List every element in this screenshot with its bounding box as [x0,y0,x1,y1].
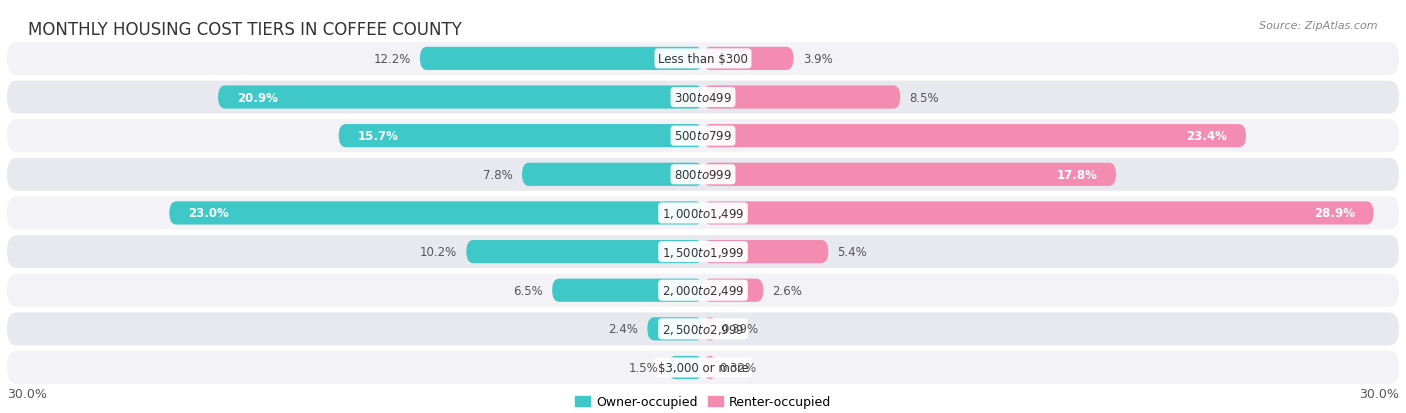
FancyBboxPatch shape [703,86,900,109]
Text: $500 to $799: $500 to $799 [673,130,733,143]
FancyBboxPatch shape [553,279,703,302]
FancyBboxPatch shape [703,356,717,379]
Text: $800 to $999: $800 to $999 [673,169,733,181]
Text: $1,500 to $1,999: $1,500 to $1,999 [662,245,744,259]
FancyBboxPatch shape [703,125,1246,148]
FancyBboxPatch shape [7,351,1399,384]
FancyBboxPatch shape [7,159,1399,191]
Text: 10.2%: 10.2% [420,245,457,259]
Text: MONTHLY HOUSING COST TIERS IN COFFEE COUNTY: MONTHLY HOUSING COST TIERS IN COFFEE COU… [28,21,463,38]
Text: 17.8%: 17.8% [1056,169,1098,181]
FancyBboxPatch shape [7,197,1399,230]
Text: $3,000 or more: $3,000 or more [658,361,748,374]
FancyBboxPatch shape [647,318,703,341]
Text: 23.4%: 23.4% [1187,130,1227,143]
FancyBboxPatch shape [522,163,703,186]
FancyBboxPatch shape [703,318,717,341]
FancyBboxPatch shape [7,313,1399,345]
Text: $2,000 to $2,499: $2,000 to $2,499 [662,283,744,297]
Text: 7.8%: 7.8% [484,169,513,181]
Text: $1,000 to $1,499: $1,000 to $1,499 [662,206,744,221]
Text: 23.0%: 23.0% [188,207,229,220]
Text: 30.0%: 30.0% [1360,387,1399,400]
FancyBboxPatch shape [703,279,763,302]
FancyBboxPatch shape [218,86,703,109]
FancyBboxPatch shape [7,274,1399,307]
FancyBboxPatch shape [420,47,703,71]
Text: 2.4%: 2.4% [609,323,638,335]
Text: 5.4%: 5.4% [838,245,868,259]
Text: 0.39%: 0.39% [721,323,758,335]
FancyBboxPatch shape [339,125,703,148]
FancyBboxPatch shape [467,240,703,263]
Text: 3.9%: 3.9% [803,53,832,66]
Text: Less than $300: Less than $300 [658,53,748,66]
Text: 6.5%: 6.5% [513,284,543,297]
Legend: Owner-occupied, Renter-occupied: Owner-occupied, Renter-occupied [575,395,831,408]
Text: 1.5%: 1.5% [628,361,659,374]
Text: Source: ZipAtlas.com: Source: ZipAtlas.com [1260,21,1378,31]
Text: 20.9%: 20.9% [236,91,277,104]
FancyBboxPatch shape [703,163,1116,186]
FancyBboxPatch shape [668,356,703,379]
FancyBboxPatch shape [7,120,1399,153]
FancyBboxPatch shape [7,235,1399,268]
Text: $2,500 to $2,999: $2,500 to $2,999 [662,322,744,336]
Text: 15.7%: 15.7% [357,130,398,143]
FancyBboxPatch shape [7,43,1399,76]
Text: 0.32%: 0.32% [720,361,756,374]
FancyBboxPatch shape [7,81,1399,114]
FancyBboxPatch shape [703,240,828,263]
Text: 8.5%: 8.5% [910,91,939,104]
FancyBboxPatch shape [169,202,703,225]
Text: 2.6%: 2.6% [773,284,803,297]
Text: 12.2%: 12.2% [373,53,411,66]
Text: 30.0%: 30.0% [7,387,46,400]
Text: 28.9%: 28.9% [1315,207,1355,220]
FancyBboxPatch shape [703,47,793,71]
Text: $300 to $499: $300 to $499 [673,91,733,104]
FancyBboxPatch shape [703,202,1374,225]
